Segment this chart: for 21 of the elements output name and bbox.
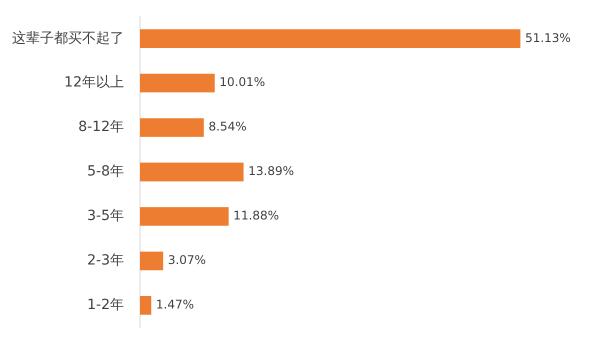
data-label: 3.07% (168, 253, 206, 268)
data-label: 11.88% (233, 208, 280, 223)
bar (140, 29, 520, 48)
bar (140, 207, 229, 226)
data-label: 13.89% (248, 164, 294, 178)
bar (140, 74, 215, 92)
bar (140, 252, 164, 270)
data-label: 8.54% (208, 120, 247, 134)
y-tick-label: 12年以上 (64, 74, 124, 91)
y-tick-label: 8-12年 (78, 119, 124, 136)
y-tick-label: 2-3年 (87, 252, 124, 269)
data-label: 10.01% (219, 75, 266, 90)
y-tick-label: 这辈子都买不起了 (12, 30, 124, 46)
data-label: 51.13% (525, 30, 571, 45)
y-tick-label: 1-2年 (87, 297, 124, 314)
bar (140, 162, 244, 182)
y-tick-label: 5-8年 (87, 164, 124, 180)
y-tick-label: 3-5年 (87, 208, 124, 224)
data-label: 1.47% (156, 297, 194, 312)
bar (140, 118, 204, 137)
bar (140, 296, 152, 315)
